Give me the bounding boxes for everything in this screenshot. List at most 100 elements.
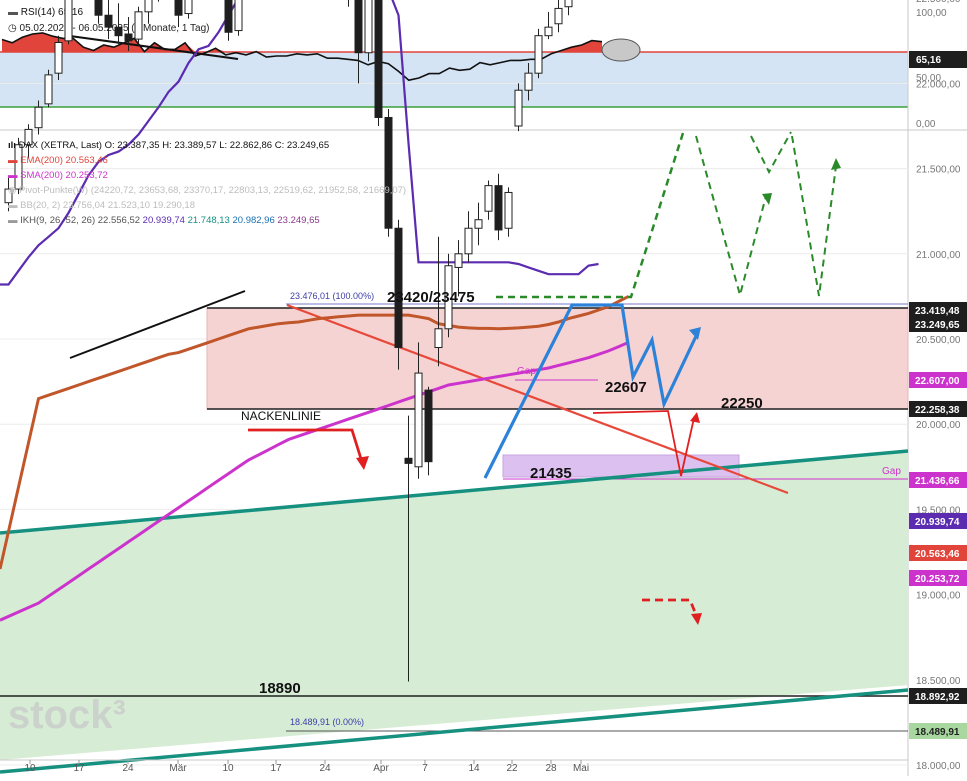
price-tick-label: 20.500,00 <box>916 335 961 346</box>
neckline-label: NACKENLINIE <box>241 409 321 423</box>
legend-pivot: ◉ Pivot-Punkte(W) (24220,72, 23653,68, 2… <box>8 185 406 196</box>
red-scenario-arrowhead <box>690 412 700 423</box>
price-badge-text: 22.607,00 <box>915 376 960 387</box>
blue-scenario-path <box>483 303 700 479</box>
rsi-tick-50: 50,00 <box>916 73 941 84</box>
candle-up <box>4 188 13 204</box>
time-tick-label: 22 <box>506 763 518 774</box>
rsi-date-range-line: ◷ 05.02.2025 - 06.05.2025 (3 Monate, 1 T… <box>8 23 209 34</box>
candle-down <box>384 116 393 229</box>
level-18890-label: 18890 <box>259 680 301 697</box>
rsi-tick-100: 100,00 <box>916 8 947 19</box>
time-tick-label: 10 <box>222 763 234 774</box>
price-badge-text: 20.253,72 <box>915 574 960 585</box>
rising-wedge-line <box>69 290 246 359</box>
price-badge-text: 22.258,38 <box>915 405 960 416</box>
level-21435-label: 21435 <box>530 465 572 482</box>
price-badge <box>909 545 967 561</box>
candle-up <box>464 227 473 255</box>
candle-down <box>494 185 503 231</box>
price-axis: 25.000,0024.500,0024.000,0023.500,0023.0… <box>916 0 961 772</box>
time-tick-label: Mai <box>573 763 589 774</box>
ema200-line <box>0 295 630 570</box>
falling-trendline <box>286 303 789 495</box>
rsi-tick-0: 0,00 <box>916 119 936 130</box>
price-tick-label: 18.500,00 <box>916 676 961 687</box>
time-tick-label: 17 <box>73 763 85 774</box>
candle-down <box>424 389 433 463</box>
candle-down <box>104 14 113 28</box>
price-badge-text: 18.892,92 <box>915 692 960 703</box>
price-badge-text: 20.563,46 <box>915 549 960 560</box>
price-badge <box>909 316 967 332</box>
candlestick-series <box>4 0 573 682</box>
candle-down <box>94 0 103 16</box>
candle-up <box>524 72 533 91</box>
stock3-watermark: stock³ <box>8 693 126 737</box>
rsi-line <box>1 32 603 82</box>
price-badge-text: 20.939,74 <box>915 517 960 528</box>
rsi-highlight-ellipse <box>601 38 641 62</box>
candle-down <box>374 0 383 118</box>
candle-down <box>174 0 183 16</box>
candle-up <box>144 0 153 13</box>
time-tick-label: Mär <box>169 763 187 774</box>
price-tick-label: 20.000,00 <box>916 420 961 431</box>
gap-label-lower: Gap <box>882 466 901 477</box>
candle-up <box>134 11 143 40</box>
red-dashed-arrowhead <box>691 613 702 625</box>
level-22250-label: 22250 <box>721 395 763 412</box>
price-badges: 23.419,48 23.249,65 22.607,00 22.258,38 21.4… <box>909 302 967 739</box>
candle-up <box>44 74 53 105</box>
candle-up <box>454 253 463 268</box>
candle-up <box>434 328 443 349</box>
red-neckline-arrow <box>248 428 364 463</box>
price-badge <box>909 570 967 586</box>
gap-label-upper: Gap <box>517 366 536 377</box>
legend-ikh: ▬ IKH(9, 26, 52, 26) 22.556,52 20.939,74… <box>8 215 320 226</box>
resistance-label: 23420/23475 <box>387 289 475 306</box>
price-badge <box>909 513 967 529</box>
bull-dashed-rise <box>496 132 685 299</box>
legend-bb: ▬ BB(20, 2) 23.756,04 21.523,10 19.290,1… <box>8 200 195 211</box>
time-tick-label: 24 <box>319 763 331 774</box>
candle-up <box>444 265 453 330</box>
candle-up <box>544 26 553 37</box>
price-tick-label: 22.000,00 <box>916 79 961 90</box>
price-badge <box>909 302 967 318</box>
candle-up <box>24 128 33 146</box>
channel-upper-line <box>0 449 909 535</box>
candle-up <box>564 0 573 8</box>
candle-up <box>364 0 373 54</box>
support-channel-zone <box>0 452 908 760</box>
main-legend: ılı DAX (XETRA, Last) O: 23.387,35 H: 23… <box>8 140 406 226</box>
bull-dashed-wave-1 <box>695 135 767 299</box>
rsi-overbought-fill <box>2 32 602 52</box>
blue-scenario-arrowhead <box>689 327 701 340</box>
time-tick-label: 24 <box>122 763 134 774</box>
ikh-kijun-line <box>0 0 599 286</box>
legend-ema: ▬ EMA(200) 20.563,46 <box>8 155 108 166</box>
time-axis: 10 17 24 Mär 10 17 24 Apr 7 14 22 28 Mai <box>24 760 589 774</box>
low-fib-label: 18.489,91 (0.00%) <box>290 717 364 727</box>
high-fib-label: 23.476,01 (100.00%) <box>290 291 374 301</box>
price-badge <box>909 401 967 417</box>
price-tick-label: 21.500,00 <box>916 165 961 176</box>
time-tick-label: 17 <box>270 763 282 774</box>
candle-up <box>54 42 63 74</box>
price-tick-label: 19.000,00 <box>916 591 961 602</box>
candle-down <box>224 0 233 33</box>
legend-sma: ▬ SMA(200) 20.253,72 <box>8 170 108 181</box>
sma200-line <box>0 341 630 622</box>
price-tick-label: 22.500,00 <box>916 0 961 5</box>
candle-down <box>124 33 133 42</box>
candle-up <box>64 0 73 42</box>
time-tick-label: 14 <box>468 763 480 774</box>
price-badge-text: 23.419,48 <box>915 306 960 317</box>
candle-up <box>514 89 523 127</box>
legend-instrument-line: ılı DAX (XETRA, Last) O: 23.387,35 H: 23… <box>8 140 329 151</box>
rsi-value-badge <box>909 51 967 68</box>
